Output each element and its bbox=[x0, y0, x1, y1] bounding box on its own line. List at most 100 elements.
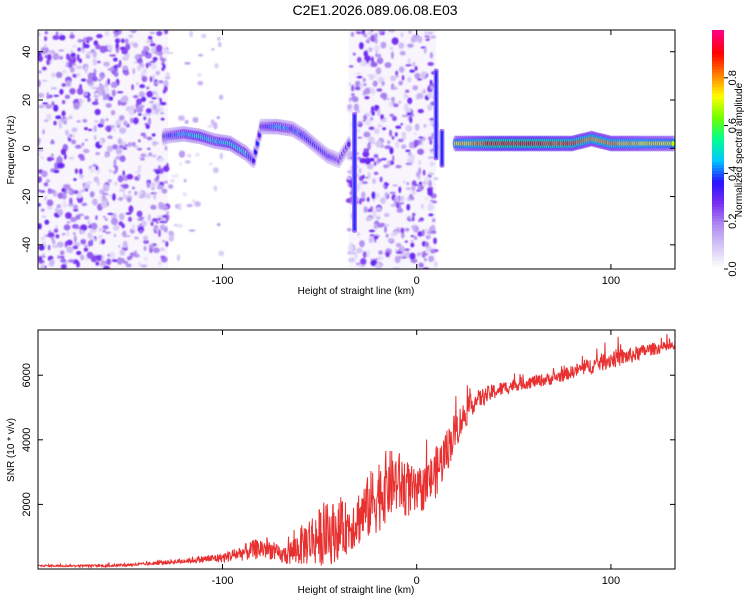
noise-blob bbox=[102, 225, 109, 230]
noise-blob bbox=[160, 205, 168, 210]
spectrogram-ytick-label: -40 bbox=[21, 237, 33, 253]
noise-blob bbox=[129, 117, 134, 124]
noise-blob bbox=[122, 65, 129, 71]
noise-blob bbox=[63, 224, 71, 231]
noise-blob bbox=[400, 232, 405, 239]
noise-blob bbox=[373, 171, 379, 176]
colorbar-strip bbox=[712, 80, 724, 85]
noise-blob bbox=[41, 170, 48, 178]
colorbar-strip bbox=[712, 194, 724, 198]
noise-blob bbox=[118, 115, 125, 121]
noise-blob bbox=[73, 102, 80, 110]
noise-blob bbox=[139, 157, 145, 161]
colorbar-strip bbox=[712, 44, 724, 49]
noise-blob bbox=[398, 203, 402, 211]
noise-blob bbox=[357, 136, 363, 139]
noise-blob bbox=[397, 202, 405, 205]
noise-blob bbox=[358, 167, 362, 174]
noise-blob bbox=[350, 31, 355, 37]
noise-blob bbox=[126, 173, 134, 180]
noise-blob bbox=[38, 70, 42, 74]
noise-blob bbox=[69, 34, 75, 39]
noise-blob bbox=[422, 169, 426, 176]
colorbar-strip bbox=[712, 41, 724, 46]
noise-blob bbox=[147, 35, 153, 41]
noise-blob bbox=[137, 147, 143, 151]
noise-blob bbox=[179, 162, 183, 166]
noise-blob bbox=[131, 141, 136, 147]
noise-blob bbox=[150, 204, 157, 210]
noise-blob bbox=[46, 96, 53, 99]
noise-blob bbox=[141, 96, 147, 102]
noise-blob bbox=[366, 217, 373, 221]
noise-blob bbox=[41, 215, 47, 219]
noise-blob bbox=[385, 233, 389, 238]
noise-blob bbox=[58, 49, 65, 52]
snr-x-axis-label: Height of straight line (km) bbox=[298, 585, 415, 596]
noise-blob bbox=[104, 80, 108, 88]
noise-blob bbox=[131, 224, 135, 231]
noise-blob bbox=[354, 80, 361, 88]
ridge-core bbox=[347, 141, 351, 147]
noise-blob bbox=[416, 252, 421, 257]
noise-blob bbox=[367, 30, 373, 36]
noise-blob bbox=[414, 72, 421, 79]
noise-blob bbox=[367, 142, 371, 151]
noise-blob bbox=[108, 96, 114, 101]
noise-blob bbox=[117, 99, 121, 106]
snr-frame bbox=[37, 329, 676, 570]
noise-blob bbox=[395, 125, 402, 129]
vertical-streak-core bbox=[353, 114, 356, 231]
noise-blob bbox=[375, 140, 383, 148]
noise-blob bbox=[417, 231, 423, 237]
noise-blob bbox=[66, 246, 74, 254]
noise-blob bbox=[374, 105, 379, 108]
noise-blob bbox=[43, 182, 49, 187]
snr-ytick-label: 4000 bbox=[21, 428, 33, 452]
noise-blob bbox=[151, 103, 154, 111]
noise-blob bbox=[156, 30, 163, 36]
noise-blob bbox=[411, 185, 416, 192]
noise-blob bbox=[421, 229, 425, 237]
noise-blob bbox=[398, 186, 402, 194]
noise-blob bbox=[67, 203, 75, 207]
noise-blob bbox=[80, 50, 86, 53]
noise-blob bbox=[420, 89, 425, 93]
snr-panel: -100 0 100 2000 4000 6000 Height of straight … bbox=[6, 329, 676, 596]
noise-blob bbox=[149, 31, 156, 35]
noise-blob bbox=[137, 218, 144, 221]
noise-blob bbox=[161, 67, 165, 71]
noise-blob bbox=[152, 247, 160, 254]
noise-blob bbox=[56, 241, 64, 248]
noise-blob bbox=[356, 183, 361, 191]
noise-blob bbox=[173, 223, 178, 227]
noise-blob bbox=[57, 192, 65, 199]
noise-blob bbox=[138, 195, 146, 199]
noise-blob bbox=[389, 191, 396, 194]
vertical-streak-core bbox=[434, 70, 438, 159]
noise-blob bbox=[81, 202, 88, 207]
noise-blob bbox=[100, 75, 104, 81]
noise-blob bbox=[71, 63, 77, 66]
noise-blob bbox=[401, 74, 405, 81]
noise-blob bbox=[347, 244, 355, 251]
noise-blob bbox=[375, 53, 378, 58]
noise-blob bbox=[131, 30, 135, 33]
noise-blob bbox=[356, 231, 361, 237]
noise-blob bbox=[132, 42, 139, 48]
noise-blob bbox=[68, 115, 73, 120]
noise-blob bbox=[99, 138, 104, 146]
colorbar-strip bbox=[712, 248, 724, 252]
noise-blob bbox=[356, 56, 362, 63]
noise-blob bbox=[427, 203, 434, 211]
noise-blob bbox=[106, 258, 112, 266]
noise-blob bbox=[127, 197, 132, 203]
colorbar-strip bbox=[712, 161, 724, 166]
noise-blob bbox=[80, 254, 85, 261]
noise-blob bbox=[375, 206, 382, 212]
noise-blob bbox=[379, 176, 383, 183]
noise-blob bbox=[123, 192, 126, 200]
noise-blob bbox=[362, 151, 370, 158]
noise-blob bbox=[368, 126, 375, 130]
noise-blob bbox=[82, 119, 88, 123]
